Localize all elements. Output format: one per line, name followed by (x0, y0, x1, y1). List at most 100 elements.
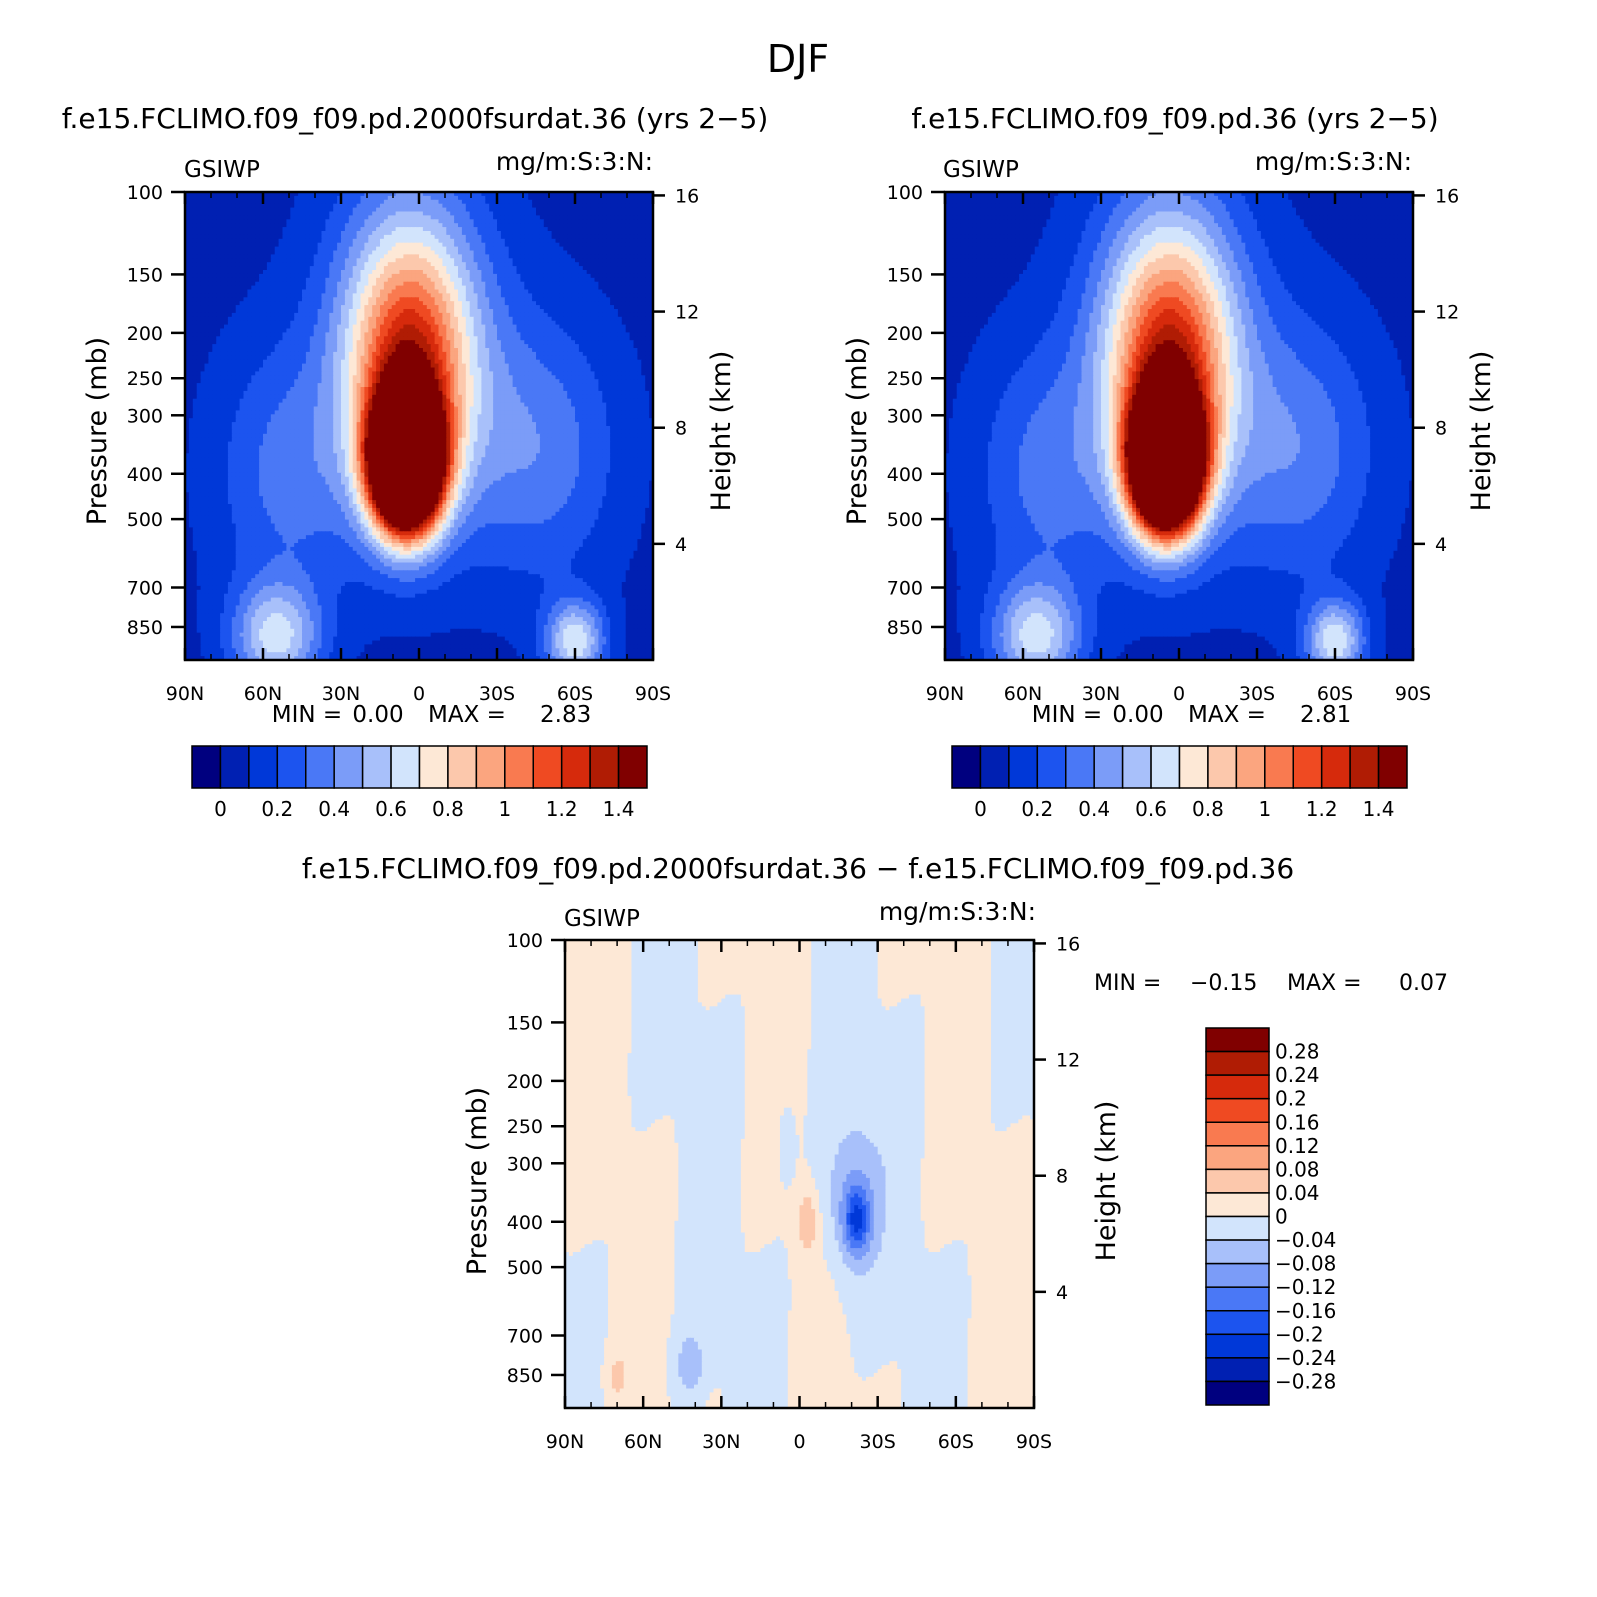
contour-cell (594, 262, 599, 267)
contour-cell (614, 195, 619, 201)
contour-cell (469, 297, 475, 302)
contour-cell (598, 242, 603, 248)
contour-cell (415, 234, 420, 240)
contour-cell (497, 192, 502, 197)
contour-cell (422, 293, 428, 298)
contour-cell (485, 316, 490, 322)
contour-cell (227, 332, 233, 337)
contour-cell (407, 281, 412, 287)
contour-cell (598, 262, 603, 267)
contour-cell (411, 199, 416, 205)
contour-cell (188, 262, 194, 267)
contour-cell (614, 316, 619, 322)
contour-cell (438, 297, 443, 302)
contour-cell (555, 285, 560, 291)
contour-cell (594, 316, 599, 322)
contour-cell (407, 309, 412, 314)
contour-cell (208, 309, 213, 314)
contour-cell (278, 270, 284, 275)
contour-cell (500, 234, 506, 240)
contour-cell (290, 289, 295, 294)
contour-cell (446, 199, 451, 205)
contour-cell (477, 195, 482, 201)
contour-cell (220, 227, 225, 232)
contour-cell (465, 266, 471, 271)
contour-cell (212, 234, 217, 240)
contour-cell (551, 227, 557, 232)
contour-cell (348, 266, 354, 271)
contour-cell (512, 340, 518, 345)
contour-cell (247, 305, 252, 310)
contour-cell (450, 234, 455, 240)
contour-cell (216, 266, 221, 271)
contour-cell (539, 219, 545, 224)
contour-cell (637, 238, 642, 244)
contour-cell (208, 293, 213, 298)
contour-cell (309, 316, 315, 322)
contour-cell (477, 289, 482, 294)
contour-cell (594, 227, 599, 232)
contour-cell (360, 293, 365, 298)
contour-cell (536, 270, 541, 275)
contour-cell (582, 199, 588, 205)
contour-cell (380, 348, 385, 353)
contour-cell (539, 242, 545, 248)
contour-cell (555, 340, 560, 345)
contour-cell (493, 328, 498, 333)
contour-cell (372, 320, 377, 326)
contour-cell (309, 246, 315, 252)
contour-cell (520, 285, 525, 291)
contour-cell (539, 250, 545, 255)
contour-cell (290, 234, 295, 240)
contour-cell (383, 336, 389, 341)
contour-cell (465, 328, 471, 333)
contour-cell (341, 320, 346, 326)
contour-cell (594, 234, 599, 240)
contour-cell (633, 285, 638, 291)
contour-cell (259, 309, 264, 314)
contour-cell (594, 305, 599, 310)
contour-cell (263, 348, 268, 353)
contour-cell (208, 195, 213, 201)
contour-cell (341, 211, 346, 216)
contour-cell (516, 262, 521, 267)
contour-cell (290, 199, 295, 205)
contour-cell (251, 336, 256, 341)
contour-cell (212, 305, 217, 310)
contour-cell (477, 242, 482, 248)
contour-cell (251, 238, 256, 244)
contour-cell (641, 215, 646, 220)
contour-cell (469, 348, 475, 353)
contour-cell (438, 203, 443, 209)
contour-cell (610, 289, 615, 294)
contour-cell (243, 273, 248, 279)
contour-cell (200, 324, 206, 330)
contour-cell (329, 344, 334, 349)
contour-cell (227, 305, 233, 310)
contour-cell (461, 234, 467, 240)
contour-cell (485, 195, 490, 201)
contour-cell (520, 199, 525, 205)
contour-cell (500, 192, 506, 197)
contour-cell (551, 195, 557, 201)
contour-cell (621, 348, 627, 353)
contour-cell (208, 305, 213, 310)
contour-cell (497, 285, 502, 291)
contour-cell (598, 289, 603, 294)
contour-cell (477, 258, 482, 263)
contour-cell (341, 332, 346, 337)
contour-cell (606, 332, 611, 337)
contour-cell (610, 348, 615, 353)
contour-cell (263, 305, 268, 310)
contour-cell (508, 219, 514, 224)
contour-cell (426, 309, 432, 314)
contour-cell (532, 242, 537, 248)
contour-cell (465, 277, 471, 283)
contour-cell (290, 281, 295, 287)
contour-cell (614, 227, 619, 232)
contour-cell (192, 305, 198, 310)
contour-cell (465, 316, 471, 322)
contour-cell (598, 273, 603, 279)
contour-cell (395, 258, 401, 263)
contour-cell (508, 250, 514, 255)
